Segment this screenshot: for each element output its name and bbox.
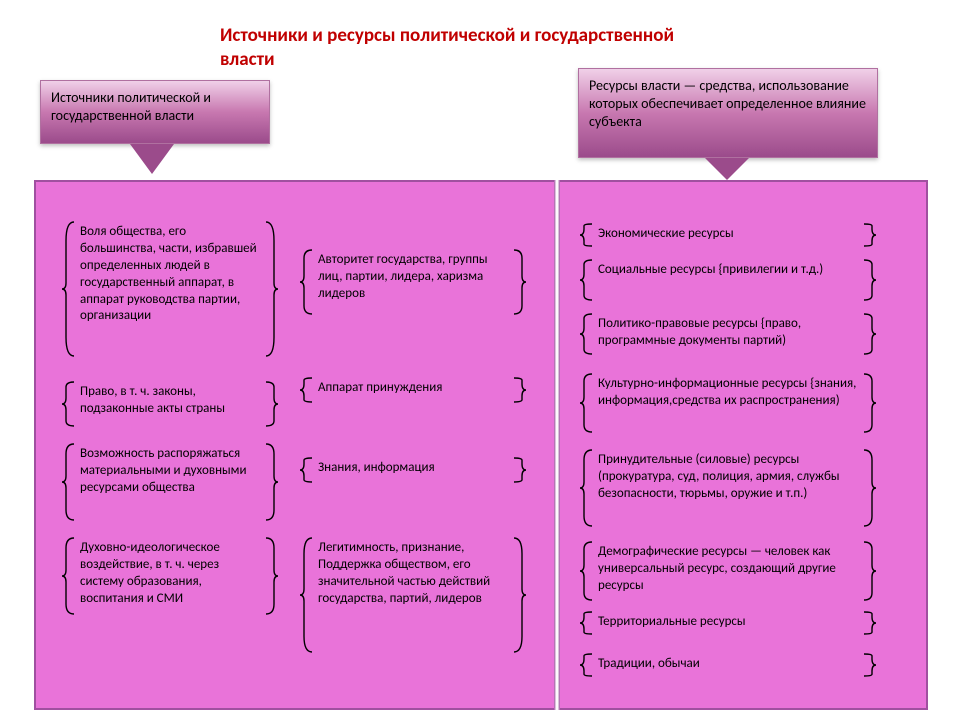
src-col2-3-brace-right — [512, 536, 526, 654]
res-1-brace-left — [580, 258, 594, 302]
res-0-text: Экономические ресурсы — [598, 226, 858, 243]
src-col1-0-brace-left — [62, 220, 76, 358]
res-0-brace-right — [862, 222, 876, 248]
res-1-brace-right — [862, 258, 876, 302]
arrow-tail-left — [130, 144, 174, 174]
arrow-tail-right — [705, 158, 749, 180]
res-6-text: Территориальные ресурсы — [598, 614, 858, 631]
arrow-box-resources: Ресурсы власти — средства, использование… — [578, 68, 878, 158]
res-6-brace-right — [862, 610, 876, 636]
res-4-text: Принудительные (силовые) ресурсы (прокур… — [598, 452, 858, 503]
res-7-brace-right — [862, 652, 876, 678]
src-col1-1-brace-right — [264, 380, 278, 428]
res-3-text: Культурно-информационные ресурсы {знания… — [598, 376, 858, 410]
src-col2-2-brace-right — [512, 456, 526, 484]
src-col2-1-brace-right — [512, 376, 526, 404]
diagram-title: Источники и ресурсы политической и госуд… — [220, 24, 700, 72]
res-3-brace-left — [580, 372, 594, 434]
arrow-box-sources: Источники политической и государственной… — [40, 80, 270, 144]
src-col1-2-brace-right — [264, 442, 278, 522]
arrow-box-sources-label: Источники политической и государственной… — [41, 81, 269, 133]
src-col2-1-text: Аппарат принуждения — [318, 380, 508, 397]
res-2-brace-left — [580, 312, 594, 356]
src-col1-3-brace-right — [264, 536, 278, 616]
src-col2-2-brace-left — [300, 456, 314, 484]
res-5-text: Демографические ресурсы — человек как ун… — [598, 544, 858, 595]
res-2-brace-right — [862, 312, 876, 356]
src-col2-3-brace-left — [300, 536, 314, 654]
res-5-brace-left — [580, 540, 594, 602]
src-col2-3-text: Легитимность, признание, Поддержка общес… — [318, 540, 508, 608]
res-2-text: Политико-правовые ресурсы {право, програ… — [598, 316, 858, 350]
src-col2-0-text: Авторитет государства, группы лиц, парти… — [318, 252, 508, 303]
src-col1-0-text: Воля общества, его большинства, части, и… — [80, 224, 260, 325]
res-6-brace-left — [580, 610, 594, 636]
res-0-brace-left — [580, 222, 594, 248]
src-col2-0-brace-right — [512, 248, 526, 316]
panel-divider — [554, 180, 560, 710]
src-col2-2-text: Знания, информация — [318, 460, 508, 477]
src-col1-1-brace-left — [62, 380, 76, 428]
res-5-brace-right — [862, 540, 876, 602]
src-col1-3-text: Духовно-идеологическое воздействие, в т.… — [80, 540, 260, 608]
src-col1-1-text: Право, в т. ч. законы, подзаконные акты … — [80, 384, 260, 418]
res-7-brace-left — [580, 652, 594, 678]
src-col1-0-brace-right — [264, 220, 278, 358]
src-col1-2-brace-left — [62, 442, 76, 522]
src-col1-3-brace-left — [62, 536, 76, 616]
res-1-text: Социальные ресурсы {привилегии и т.д.) — [598, 262, 858, 279]
res-3-brace-right — [862, 372, 876, 434]
res-4-brace-right — [862, 448, 876, 528]
arrow-box-resources-label: Ресурсы власти — средства, использование… — [579, 69, 877, 140]
res-4-brace-left — [580, 448, 594, 528]
res-7-text: Традиции, обычаи — [598, 656, 858, 673]
src-col2-0-brace-left — [300, 248, 314, 316]
src-col2-1-brace-left — [300, 376, 314, 404]
src-col1-2-text: Возможность распоряжаться материальными … — [80, 446, 260, 497]
